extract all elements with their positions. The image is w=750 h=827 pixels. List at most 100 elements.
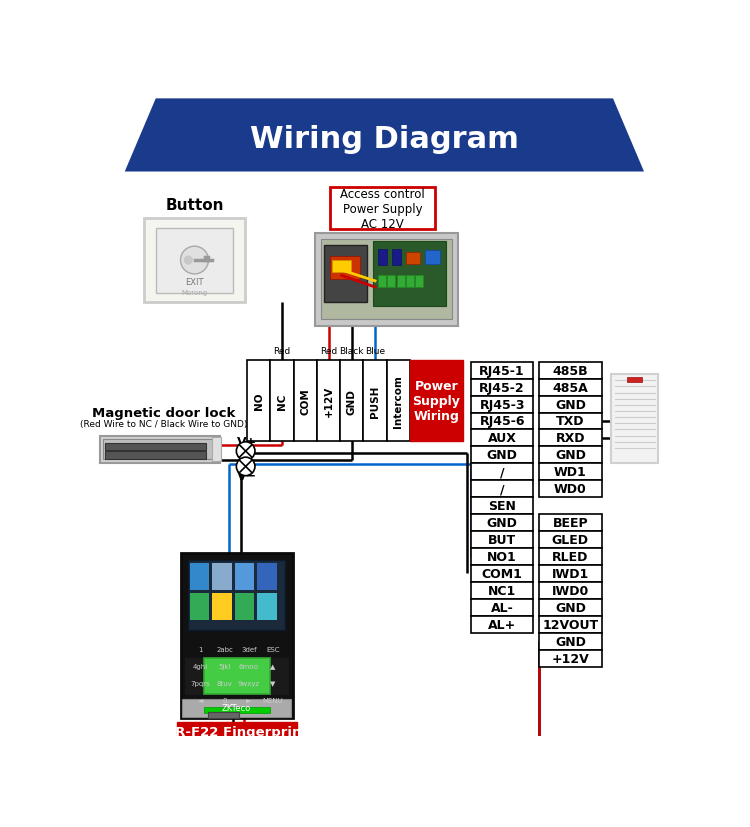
Text: Black: Black [340,347,364,356]
Text: AUX: AUX [488,432,517,445]
Text: RJ45-6: RJ45-6 [479,415,525,428]
Text: (Red Wire to NC / Black Wire to GND): (Red Wire to NC / Black Wire to GND) [80,419,248,428]
Text: GND: GND [487,517,518,529]
Bar [538,413,602,430]
Bar [538,599,602,616]
Text: ▼: ▼ [270,680,275,686]
Text: MENU: MENU [262,697,284,703]
Bar [611,375,658,463]
Bar [100,436,220,463]
Bar [471,514,533,532]
Bar [184,657,289,696]
Text: WD1: WD1 [554,466,586,479]
Bar [235,593,254,620]
Text: GND: GND [346,388,357,414]
Text: COM: COM [300,388,310,414]
Text: IWD1: IWD1 [552,567,589,581]
Bar [538,480,602,498]
Bar [538,566,602,582]
Text: 3def: 3def [241,646,256,653]
Bar [538,633,602,650]
Text: ◄: ◄ [198,697,203,703]
Bar [392,249,401,266]
Bar [103,439,215,460]
Text: 6mno: 6mno [238,663,259,669]
Bar [538,650,602,667]
Bar [144,218,244,303]
Circle shape [181,247,209,275]
Bar [538,380,602,396]
Text: Intercom: Intercom [393,375,404,428]
Text: V−: V− [237,470,257,483]
Text: ▲: ▲ [270,663,275,669]
Bar [471,430,533,447]
Bar [471,582,533,599]
Bar [627,378,643,382]
Text: 12VOUT: 12VOUT [542,618,598,631]
Text: Access control
Power Supply
AC 12V: Access control Power Supply AC 12V [340,188,425,231]
Bar [257,564,277,590]
Text: 2abc: 2abc [216,646,233,653]
Bar [364,361,387,442]
Text: ZKTeco: ZKTeco [222,703,251,712]
Text: GND: GND [555,601,586,614]
Text: 485A: 485A [553,381,588,394]
Bar [321,240,452,320]
Bar [156,228,233,294]
Bar [471,616,533,633]
Bar [190,564,209,590]
Text: +12V: +12V [323,385,334,417]
Bar [330,257,359,280]
Text: 4ghi: 4ghi [193,663,208,669]
Bar [471,447,533,464]
Bar [538,548,602,566]
Bar [538,464,602,480]
Bar [208,712,238,719]
Bar [538,582,602,599]
Bar [324,246,367,303]
Bar [378,249,388,266]
Bar [471,380,533,396]
Bar [388,276,395,288]
Bar [190,593,209,620]
Bar [177,722,297,757]
Text: IWD0: IWD0 [552,584,589,597]
Text: Red: Red [274,347,291,356]
Text: ►: ► [246,697,251,703]
Text: Red: Red [320,347,338,356]
Bar [471,413,533,430]
Bar [378,276,386,288]
Bar [271,361,294,442]
Bar [471,498,533,514]
Bar [471,566,533,582]
Bar [373,241,446,307]
Bar [235,564,254,590]
Text: /: / [500,466,505,479]
Bar [397,276,404,288]
Text: GND: GND [555,398,586,411]
Text: /: / [500,483,505,495]
Text: FR-F22 Fingerprint
Access controller: FR-F22 Fingerprint Access controller [166,725,308,753]
Bar [212,593,232,620]
Bar [471,548,533,566]
Text: GND: GND [487,449,518,461]
Bar [211,437,220,461]
Text: 9wxyz: 9wxyz [238,680,260,686]
Polygon shape [124,99,644,172]
Text: GND: GND [555,449,586,461]
Bar [188,561,285,630]
Text: SEN: SEN [488,500,516,513]
Text: +12V: +12V [551,652,590,665]
Text: WD0: WD0 [554,483,586,495]
Bar [340,361,364,442]
Text: RJ45-1: RJ45-1 [479,364,525,377]
Text: V+: V+ [237,435,257,448]
Bar [387,361,410,442]
Bar [317,361,340,442]
Bar [416,276,423,288]
Text: 485B: 485B [553,364,588,377]
Bar [105,452,206,459]
Bar [424,251,440,265]
Bar [538,514,602,532]
Text: Wiring Diagram: Wiring Diagram [250,125,519,154]
